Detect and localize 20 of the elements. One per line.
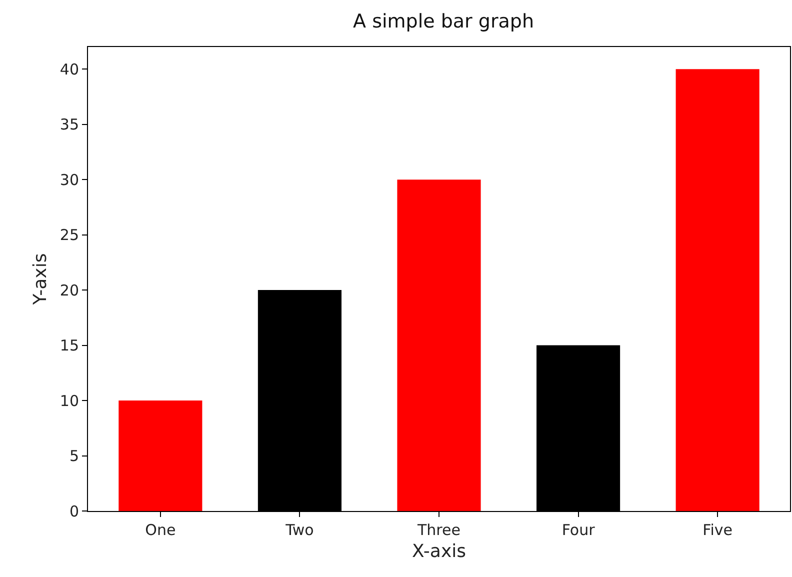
bar [676,69,760,511]
x-axis-title: X-axis [412,541,466,562]
bar [118,400,202,511]
y-tick-label: 10 [60,392,79,410]
y-axis-title: Y-axis [30,253,52,306]
y-tick-label: 35 [60,116,79,134]
chart-title: A simple bar graph [353,10,534,33]
x-tick-label: Two [284,521,314,539]
y-tick-label: 15 [60,336,79,355]
x-tick-label: Three [416,521,460,539]
y-tick-label: 30 [60,170,79,189]
bar [397,180,481,511]
y-tick-label: 5 [69,447,79,466]
x-tick-label: One [145,521,176,539]
y-tick-label: 40 [60,60,79,78]
x-tick-label: Five [702,521,732,539]
y-tick-label: 0 [69,502,79,520]
x-tick-label: Four [562,521,596,539]
y-tick-label: 20 [60,281,79,300]
y-tick-label: 25 [60,226,79,244]
